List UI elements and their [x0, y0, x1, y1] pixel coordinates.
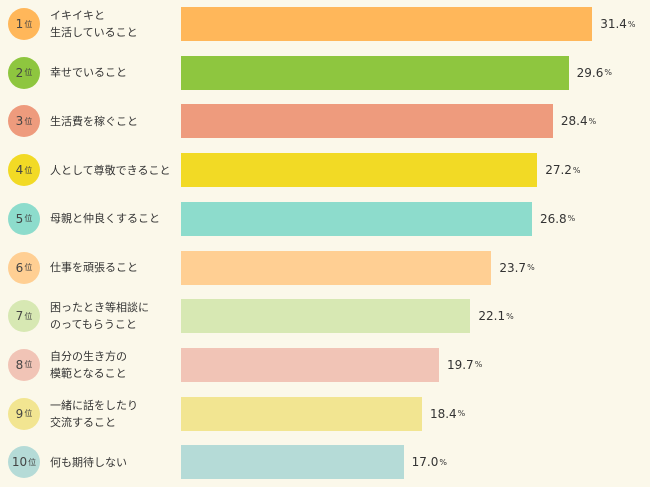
- bar: [181, 445, 404, 480]
- rank-number: 4: [15, 163, 24, 178]
- category-label: 一緒に話をしたり 交流すること: [50, 398, 138, 429]
- value-label: 22.1%: [478, 298, 513, 334]
- bar: [181, 55, 569, 90]
- rank-number: 8: [15, 357, 24, 372]
- rank-suffix: 位: [24, 19, 33, 29]
- rank-suffix: 位: [24, 214, 33, 224]
- value-suffix: %: [572, 165, 581, 175]
- value-number: 17.0: [411, 455, 439, 470]
- bar: [181, 104, 553, 139]
- value-label: 19.7%: [447, 347, 482, 383]
- bar: [181, 201, 532, 236]
- value-suffix: %: [527, 263, 535, 272]
- category-label: 仕事を頑張ること: [50, 261, 138, 274]
- value-suffix: %: [588, 116, 597, 126]
- chart-row: 3 位生活費を稼ぐこと 28.4%: [0, 103, 650, 139]
- bar: [181, 299, 471, 334]
- rank-suffix: 位: [24, 68, 33, 78]
- category-label: 困ったとき等相談に のってもらうこと: [50, 301, 149, 332]
- chart-row: 2 位幸せでいること 29.6%: [0, 55, 650, 91]
- value-suffix: %: [506, 311, 514, 321]
- value-suffix: %: [627, 19, 636, 29]
- rank-number: 10: [11, 455, 28, 470]
- value-number: 22.1: [478, 309, 506, 324]
- value-number: 31.4: [600, 17, 627, 31]
- chart-row: 4 位人として尊敬できること 27.2%: [0, 152, 650, 188]
- bar: [181, 250, 492, 285]
- value-suffix: %: [474, 360, 483, 370]
- rank-number: 7: [15, 309, 24, 324]
- chart-row: 6 位仕事を頑張ること 23.7%: [0, 250, 650, 286]
- rank-suffix: 位: [24, 360, 33, 370]
- chart-row: 1 位イキイキと 生活していること 31.4%: [0, 6, 650, 42]
- rank-suffix: 位: [24, 409, 33, 419]
- value-label: 23.7%: [499, 250, 534, 286]
- category-label: 何も期待しない: [50, 455, 127, 469]
- value-label: 31.4%: [600, 6, 635, 42]
- value-number: 19.7: [446, 357, 474, 372]
- rank-number: 3: [15, 114, 24, 129]
- rank-badge: 10 位: [8, 446, 40, 479]
- value-number: 23.7: [499, 260, 527, 275]
- value-label: 17.0%: [412, 444, 447, 480]
- value-suffix: %: [457, 409, 466, 419]
- value-label: 26.8%: [540, 201, 575, 237]
- category-label: 生活費を稼ぐこと: [50, 114, 138, 128]
- chart-row: 9 位一緒に話をしたり 交流すること 18.4%: [0, 396, 650, 432]
- value-number: 18.4: [429, 406, 457, 421]
- rank-number: 6: [15, 260, 24, 275]
- value-label: 28.4%: [561, 103, 596, 139]
- value-suffix: %: [439, 457, 447, 467]
- chart-row: 10 位何も期待しない 17.0%: [0, 444, 650, 480]
- value-suffix: %: [567, 214, 576, 224]
- rank-suffix: 位: [24, 116, 33, 126]
- chart-row: 5 位母親と仲良くすること 26.8%: [0, 201, 650, 237]
- rank-number: 1: [15, 17, 24, 31]
- chart-row: 7 位困ったとき等相談に のってもらうこと 22.1%: [0, 298, 650, 334]
- rank-number: 5: [15, 211, 24, 226]
- category-label: 人として尊敬できること: [50, 163, 171, 177]
- bar: [181, 347, 439, 382]
- category-label: 母親と仲良くすること: [50, 212, 160, 226]
- value-label: 29.6%: [577, 55, 612, 91]
- category-label: 幸せでいること: [50, 66, 127, 80]
- rank-number: 9: [15, 406, 24, 421]
- rank-suffix: 位: [24, 311, 33, 321]
- value-number: 27.2: [545, 163, 572, 178]
- bar: [181, 7, 593, 41]
- value-label: 18.4%: [430, 396, 465, 432]
- rank-suffix: 位: [28, 457, 37, 467]
- rank-suffix: 位: [24, 263, 33, 272]
- value-number: 26.8: [539, 211, 567, 226]
- value-suffix: %: [604, 68, 612, 78]
- value-number: 29.6: [576, 65, 604, 80]
- value-number: 28.4: [560, 114, 588, 129]
- bar: [181, 153, 538, 188]
- category-label: イキイキと 生活していること: [50, 9, 138, 39]
- chart-row: 8 位自分の生き方の 模範となること 19.7%: [0, 347, 650, 383]
- value-label: 27.2%: [545, 152, 580, 188]
- bar: [181, 396, 422, 431]
- rank-number: 2: [15, 65, 24, 80]
- category-label: 自分の生き方の 模範となること: [50, 349, 127, 380]
- rank-suffix: 位: [24, 165, 33, 175]
